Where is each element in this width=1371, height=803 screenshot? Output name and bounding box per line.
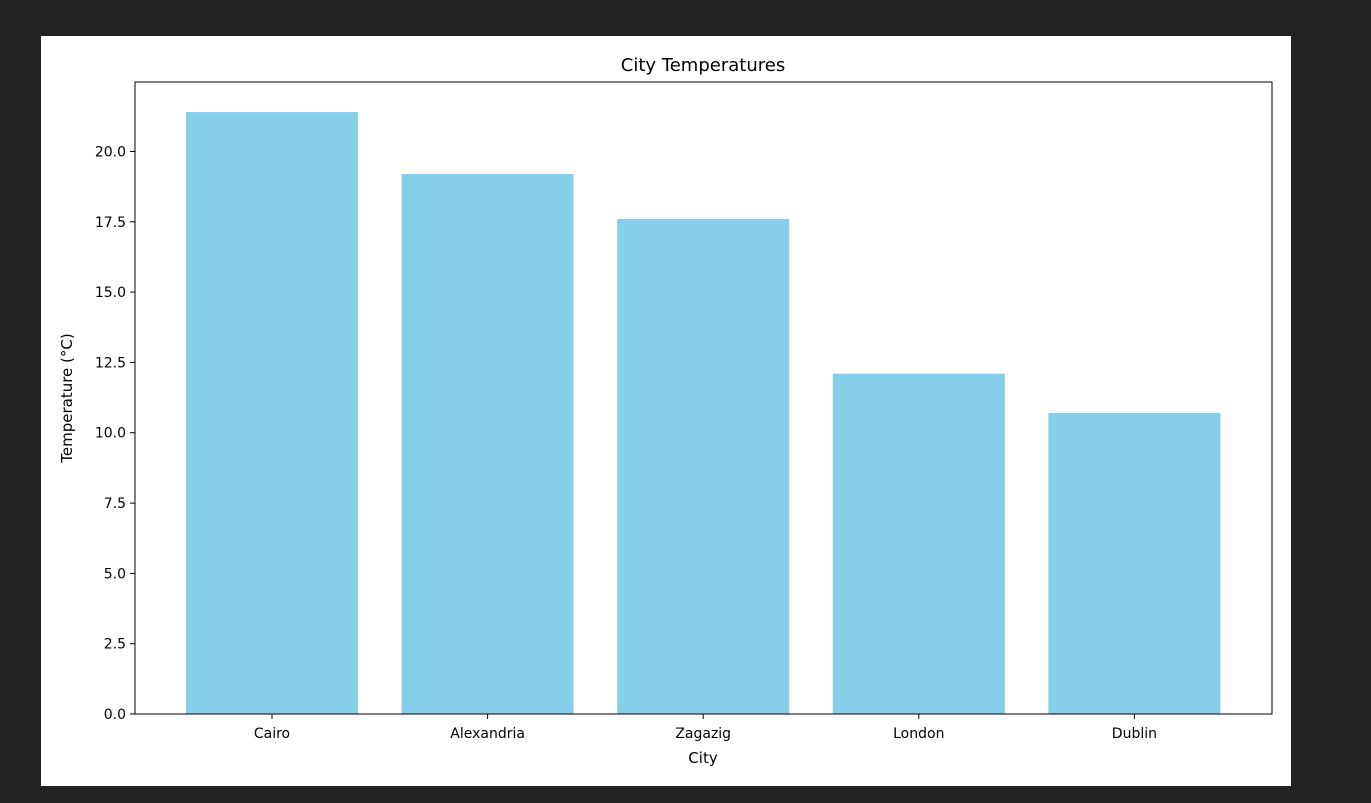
y-tick-label: 5.0 [104,566,126,582]
y-tick-label: 0.0 [104,707,126,723]
bar-chart: City Temperatures 0.0 2.5 5.0 7.5 10.0 12.5 15… [58,55,1273,767]
bars-layer [186,112,1221,715]
x-axis-label: City [688,749,718,767]
chart-figure: City Temperatures 0.0 2.5 5.0 7.5 10.0 12.5 15… [41,36,1291,786]
x-tick-label: London [893,726,944,742]
y-tick-label: 10.0 [95,426,126,442]
bar-alexandria [401,174,574,714]
y-axis-label: Temperature (°C) [58,333,76,463]
bar-cairo [186,112,358,715]
bar-london [832,373,1005,714]
y-tick-label: 20.0 [95,145,126,161]
y-tick-label: 15.0 [95,285,126,301]
x-tick-label: Dublin [1112,726,1157,742]
y-tick-label: 7.5 [104,496,126,512]
x-tick-label: Zagazig [675,726,731,742]
x-axis: Cairo Alexandria Zagazig London Dublin [254,714,1157,742]
chart-title: City Temperatures [621,55,785,76]
y-axis: 0.0 2.5 5.0 7.5 10.0 12.5 15.0 17.5 20.0 [95,145,135,723]
y-tick-label: 2.5 [104,637,126,653]
bar-zagazig [617,219,790,714]
bar-dublin [1048,413,1221,714]
x-tick-label: Alexandria [450,726,525,742]
y-tick-label: 17.5 [95,215,126,231]
x-tick-label: Cairo [254,726,290,742]
y-tick-label: 12.5 [95,355,126,371]
